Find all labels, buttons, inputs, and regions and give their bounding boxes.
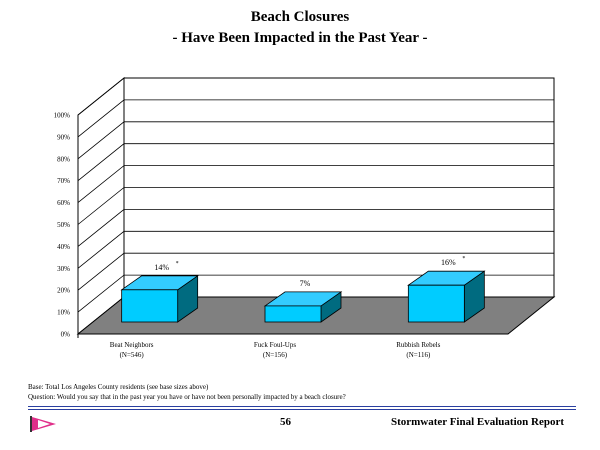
x-tick-label: Rubbish Rebels (396, 341, 440, 349)
logo-icon (30, 416, 56, 432)
gridline (77, 77, 554, 116)
y-tick-label: 70% (57, 177, 70, 185)
gridline (77, 187, 554, 225)
y-tick-label: 90% (57, 133, 70, 141)
x-tick-label: Beat Neighbors (110, 341, 154, 349)
data-label: 7% (300, 279, 311, 288)
footer-rule (28, 409, 576, 410)
gridline (77, 143, 554, 182)
chart-subtitle: - Have Been Impacted in the Past Year - (172, 30, 428, 46)
gridline (77, 121, 554, 160)
y-tick-label: 100% (54, 112, 71, 120)
y-tick-label: 10% (57, 309, 70, 317)
question-note: Question: Would you say that in the past… (28, 393, 346, 401)
report-name: Stormwater Final Evaluation Report (390, 416, 564, 428)
y-tick-label: 20% (57, 287, 70, 295)
significance-marker: * (176, 261, 179, 267)
y-tick-label: 80% (57, 155, 70, 163)
chart-svg: 0% 10% 20% 30% 40% 50% 60% 70% 80% 90% 100% 14% * Bea… (54, 76, 556, 359)
y-tick-label: 30% (57, 265, 70, 273)
gridline (77, 274, 554, 313)
significance-marker: * (462, 256, 465, 262)
gridline (77, 208, 554, 247)
data-label: 16% (441, 258, 456, 267)
y-tick-label: 40% (57, 243, 70, 251)
footer-rule (28, 406, 576, 407)
chart-notes: Base: Total Los Angeles County residents… (28, 382, 346, 402)
gridline (77, 165, 554, 203)
y-tick-label: 60% (57, 199, 70, 207)
x-tick-label: (N=116) (406, 351, 431, 359)
bar (264, 305, 322, 323)
bar (121, 289, 179, 323)
gridline (77, 252, 554, 291)
y-tick-label: 0% (61, 331, 71, 339)
gridline (77, 99, 554, 138)
gridline (77, 230, 554, 269)
data-label: 14% (154, 263, 169, 272)
bar (407, 284, 465, 323)
y-tick-label: 50% (57, 221, 70, 229)
x-tick-label: Fuck Foul-Ups (254, 341, 296, 349)
x-tick-label: (N=546) (120, 351, 145, 359)
base-note: Base: Total Los Angeles County residents… (28, 383, 209, 391)
chart-title: Beach Closures (250, 9, 350, 25)
page-number: 56 (280, 416, 291, 428)
x-tick-label: (N=156) (263, 351, 288, 359)
